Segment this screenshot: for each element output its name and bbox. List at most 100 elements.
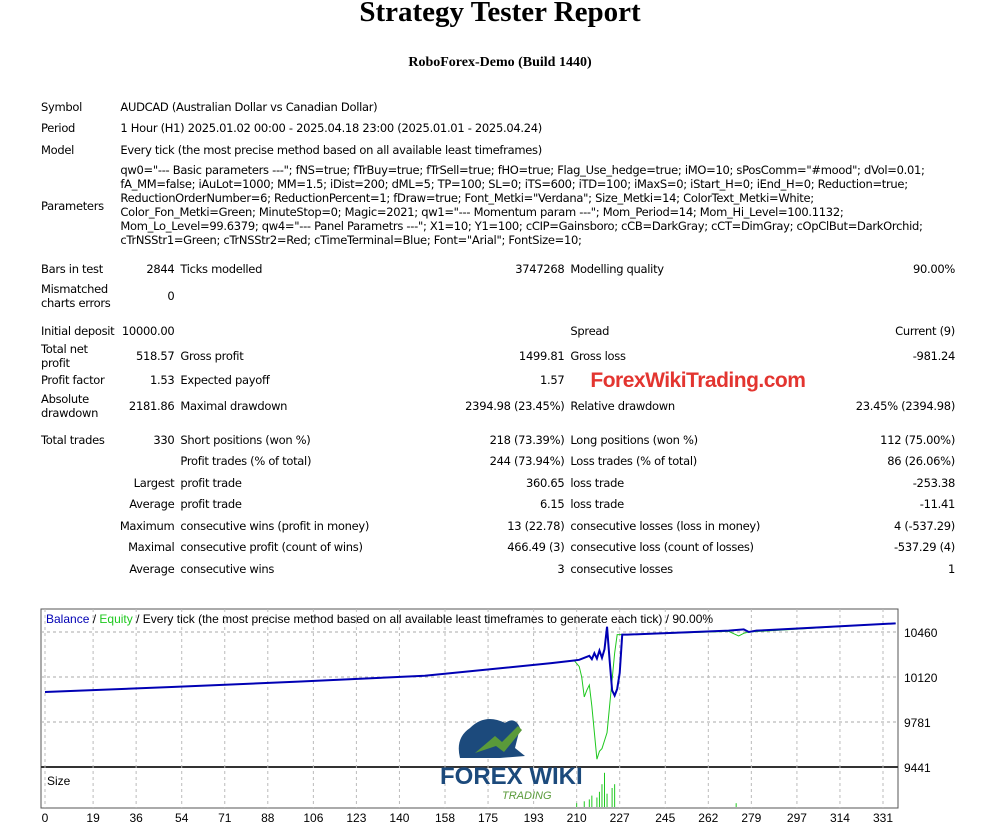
label: loss trade <box>570 497 624 512</box>
label: Symbol <box>41 99 83 114</box>
label: Total trades <box>41 432 105 447</box>
label: Average <box>129 497 175 512</box>
value: 2181.86 <box>128 399 175 413</box>
size-bars <box>576 772 737 807</box>
value: 1.57 <box>539 373 565 388</box>
x-tick-label: 88 <box>261 811 275 825</box>
x-tick-label: 331 <box>873 811 893 825</box>
series-lines <box>44 622 896 760</box>
value: Every tick (the most precise method base… <box>120 142 542 157</box>
label: Maximal drawdown <box>180 399 288 413</box>
label: profit trade <box>180 497 242 512</box>
x-tick-label: 262 <box>698 811 718 825</box>
logo-text: FOREX WIKI <box>440 763 583 790</box>
label: consecutive profit (count of wins) <box>180 540 363 555</box>
y-tick-label: 10460 <box>904 626 938 640</box>
value: 2394.98 (23.45%) <box>465 399 565 413</box>
value: -253.38 <box>912 475 956 490</box>
label: Gross loss <box>570 348 626 363</box>
label: Profit trades (% of total) <box>180 454 312 469</box>
value: 360.65 <box>525 475 565 490</box>
value: 3 <box>557 561 565 576</box>
value: 518.57 <box>135 348 175 363</box>
value: 13 (22.78) <box>507 518 565 533</box>
label: Relative drawdown <box>570 399 675 413</box>
label: consecutive losses (loss in money) <box>570 518 761 533</box>
value: -981.24 <box>912 348 956 363</box>
forex-wiki-logo: FOREX WIKI TRADING <box>440 719 583 802</box>
label: Long positions (won %) <box>570 432 698 447</box>
label: Modelling quality <box>570 262 664 277</box>
value: 244 (73.94%) <box>489 454 565 469</box>
value: 330 <box>153 432 175 447</box>
label: Ticks modelled <box>180 262 263 277</box>
y-tick-label: 10120 <box>904 671 938 685</box>
value: 3747268 <box>515 262 565 277</box>
value: 1499.81 <box>518 348 565 363</box>
x-tick-label: 227 <box>610 811 630 825</box>
value: -11.41 <box>919 497 956 512</box>
x-tick-label: 36 <box>129 811 143 825</box>
value: 466.49 (3) <box>507 540 565 555</box>
y-tick-label: 9781 <box>904 716 931 730</box>
size-label: Size <box>47 774 71 788</box>
report-table: Symbol AUDCAD (Australian Dollar vs Canad… <box>38 96 958 580</box>
x-tick-label: 158 <box>435 811 455 825</box>
page-title: Strategy Tester Report <box>359 0 641 28</box>
label: Period <box>41 121 76 136</box>
x-tick-label: 140 <box>389 811 409 825</box>
x-tick-label: 314 <box>830 811 850 825</box>
chart-frame <box>40 608 899 809</box>
server-build: RoboForex-Demo (Build 1440) <box>408 55 592 70</box>
x-tick-label: 210 <box>567 811 587 825</box>
value: -537.29 (4) <box>893 540 955 555</box>
value: 1.53 <box>149 373 175 388</box>
x-tick-label: 106 <box>303 811 323 825</box>
logo-arrow-icon <box>475 726 522 753</box>
value: qw0="--- Basic parameters ---"; fNS=true… <box>120 162 925 247</box>
value: 0 <box>167 289 175 303</box>
label: loss trade <box>570 475 624 490</box>
label: Absolute drawdown <box>41 392 99 420</box>
label: Parameters <box>41 198 104 213</box>
x-tick-label: 193 <box>524 811 544 825</box>
x-tick-labels: 0 19 36 54 71 88 106 123 140 158 175 193 210 227 245 26… <box>42 811 894 825</box>
label: Spread <box>570 323 610 338</box>
value: 1 Hour (H1) 2025.01.02 00:00 - 2025.04.1… <box>120 121 542 136</box>
label: consecutive wins (profit in money) <box>180 518 370 533</box>
label: Expected payoff <box>180 373 270 388</box>
label: Profit factor <box>41 373 105 388</box>
legend-balance: Balance <box>46 612 90 626</box>
value: 6.15 <box>539 497 565 512</box>
label: Maximum <box>119 518 175 533</box>
label: profit trade <box>180 475 242 490</box>
x-tick-label: 71 <box>218 811 232 825</box>
value: 112 (75.00%) <box>880 432 955 447</box>
y-tick-label: 9441 <box>904 761 931 775</box>
y-tick-labels: 10460 10120 9781 9441 <box>904 626 938 775</box>
label: consecutive wins <box>180 561 275 576</box>
label: Short positions (won %) <box>180 432 311 447</box>
row-model: Model Every tick (the most precise method… <box>38 139 958 161</box>
row-symbol: Symbol AUDCAD (Australian Dollar vs Canad… <box>38 96 958 118</box>
value: 23.45% (2394.98) <box>855 399 956 413</box>
label: Mismatched charts errors <box>41 282 111 310</box>
value: 218 (73.39%) <box>489 432 565 447</box>
watermark-text: ForexWikiTrading.com <box>590 368 806 392</box>
value: 1 <box>947 561 955 576</box>
legend: Balance / Equity / Every tick (the most … <box>46 612 713 626</box>
legend-text: / Every tick (the most precise method ba… <box>136 612 713 626</box>
label: Total net profit <box>41 341 88 370</box>
value: Current (9) <box>895 323 955 338</box>
label: Model <box>41 142 75 157</box>
x-tick-label: 245 <box>655 811 675 825</box>
value: 86 (26.06%) <box>887 454 955 469</box>
x-tick-label: 279 <box>741 811 761 825</box>
value: 10000.00 <box>121 323 175 338</box>
row-parameters: Parameters qw0="--- Basic parameters ---"… <box>38 161 958 251</box>
balance-equity-chart: Balance / Equity / Every tick (the most … <box>40 608 938 825</box>
label: consecutive loss (count of losses) <box>570 540 754 555</box>
value: 2844 <box>146 262 175 277</box>
label: consecutive losses <box>570 561 673 576</box>
label: Average <box>129 561 175 576</box>
